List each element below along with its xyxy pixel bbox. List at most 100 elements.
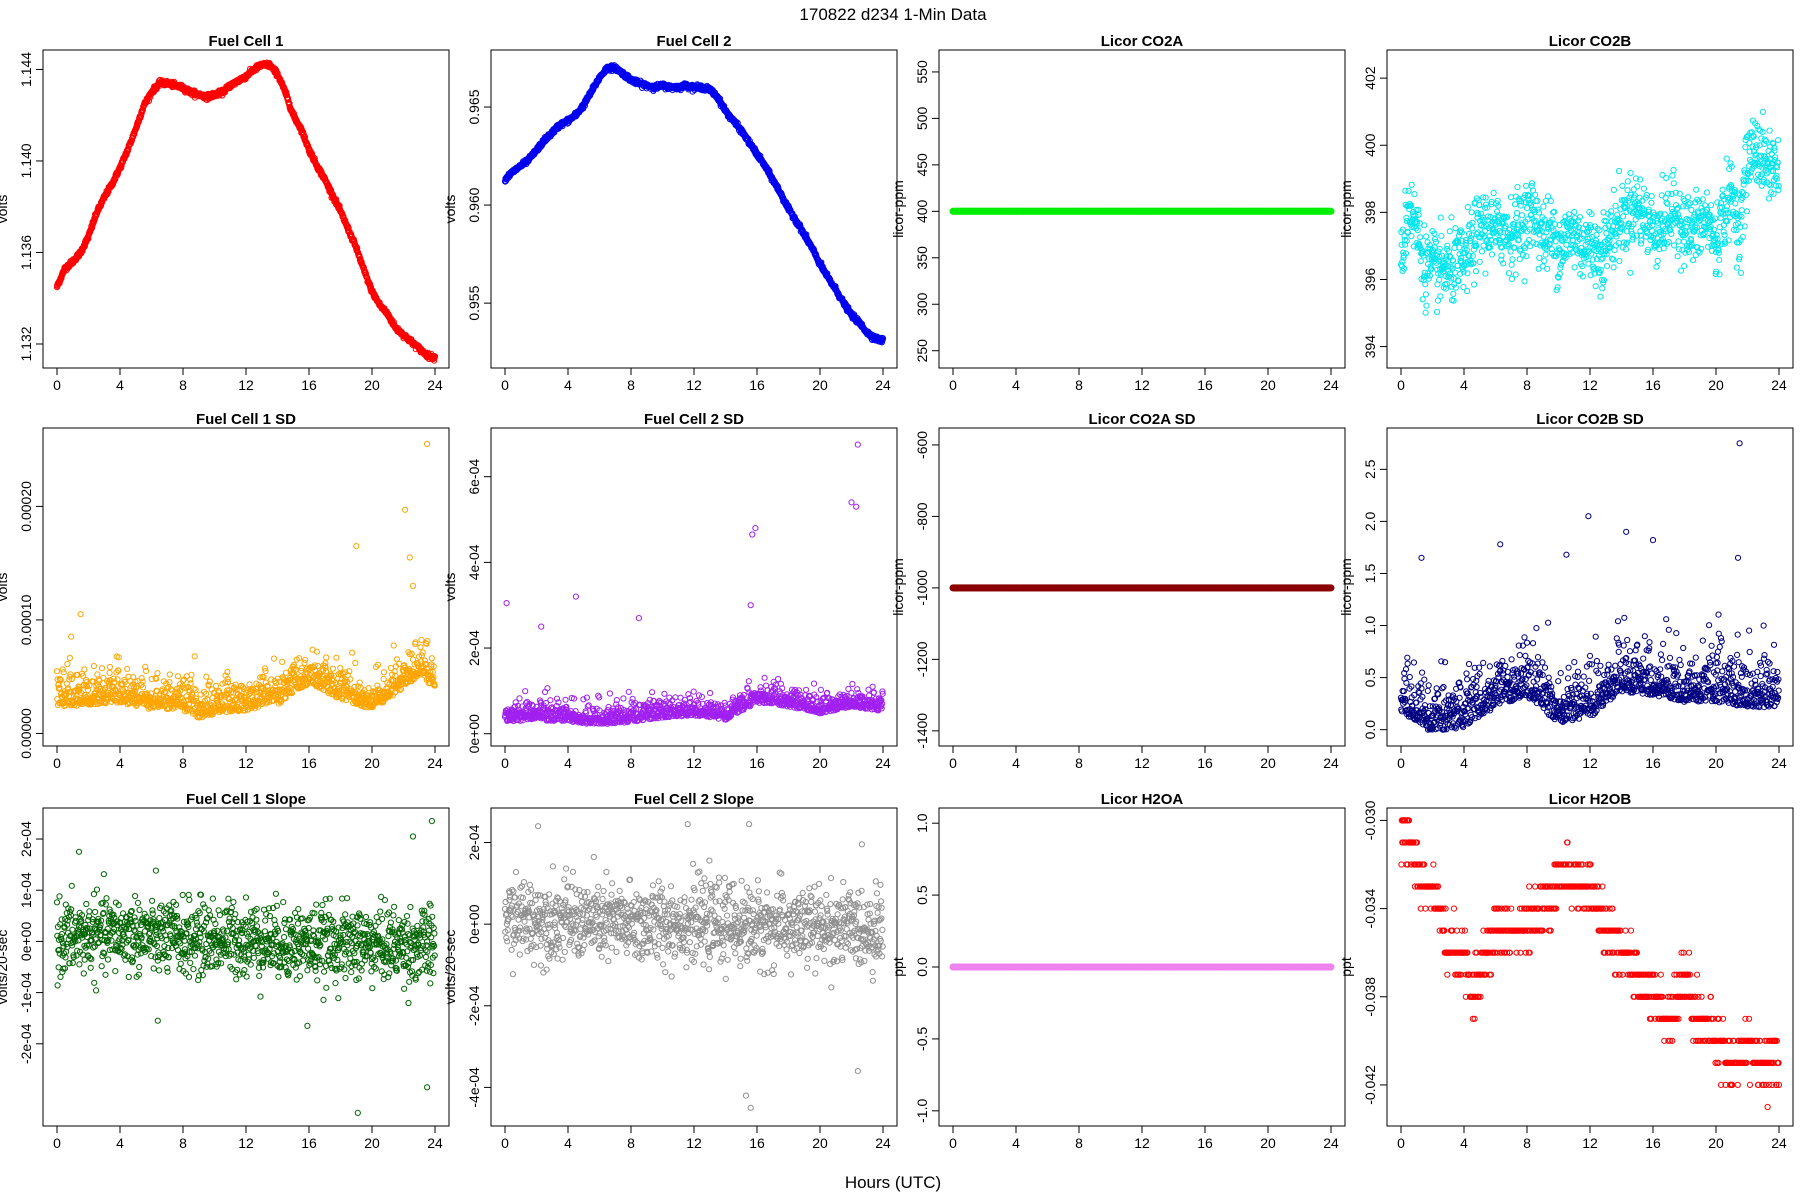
- data-point: [98, 665, 106, 672]
- x-tick-label: 12: [238, 755, 254, 771]
- x-tick-label: 16: [301, 377, 317, 393]
- data-point: [1601, 251, 1608, 258]
- data-point: [1428, 265, 1435, 272]
- data-point: [1672, 189, 1679, 196]
- data-point: [1553, 287, 1560, 294]
- data-point: [1680, 238, 1688, 245]
- data-point: [114, 676, 121, 683]
- data-point: [1587, 272, 1594, 279]
- data-point: [1685, 201, 1692, 208]
- data-point: [1615, 167, 1623, 175]
- y-tick-label: 450: [914, 153, 930, 177]
- data-point: [1464, 270, 1471, 277]
- data-point: [1747, 173, 1755, 180]
- y-tick-label: 0.00000: [18, 708, 34, 759]
- data-point: [1565, 211, 1573, 218]
- data-point: [1649, 222, 1656, 229]
- x-tick-label: 20: [1708, 377, 1724, 393]
- data-point: [1609, 255, 1616, 262]
- data-point: [300, 131, 307, 138]
- data-point: [1624, 187, 1631, 194]
- data-point: [56, 675, 63, 683]
- data-point: [1665, 190, 1672, 197]
- data-point: [1703, 189, 1711, 196]
- data-point: [1766, 127, 1773, 134]
- data-point: [1754, 122, 1761, 130]
- data-point: [1644, 230, 1651, 237]
- data-point: [1452, 225, 1459, 232]
- data-point: [1450, 297, 1457, 304]
- x-tick-label: 20: [364, 377, 380, 393]
- data-point: [1521, 224, 1528, 231]
- data-point: [1750, 133, 1757, 140]
- data-point: [1579, 273, 1586, 280]
- data-point: [1480, 194, 1487, 201]
- data-point: [1409, 224, 1416, 231]
- data-point: [1763, 138, 1770, 145]
- data-point: [1587, 224, 1595, 231]
- data-point: [1467, 235, 1475, 242]
- data-point: [1443, 280, 1450, 287]
- data-point: [1487, 244, 1494, 251]
- data-point: [1511, 244, 1518, 251]
- data-point: [1552, 238, 1559, 245]
- data-point: [1576, 214, 1584, 221]
- data-point: [1621, 196, 1628, 203]
- data-point: [1673, 214, 1680, 222]
- data-point: [1513, 209, 1521, 217]
- data-point: [1708, 247, 1716, 254]
- data-point: [1515, 236, 1522, 243]
- x-tick-label: 12: [1134, 377, 1150, 393]
- data-point: [1469, 219, 1476, 226]
- data-point: [1412, 213, 1419, 220]
- data-point: [1415, 211, 1422, 218]
- data-point: [1579, 263, 1586, 270]
- data-point: [94, 671, 101, 678]
- data-point: [1589, 256, 1596, 263]
- data-point: [1663, 240, 1671, 247]
- y-tick-label: 400: [914, 199, 930, 223]
- data-point: [1670, 180, 1677, 187]
- data-point: [1552, 253, 1560, 260]
- data-points-fc1: [53, 59, 439, 364]
- data-point: [1572, 222, 1579, 229]
- x-tick-label: 8: [1523, 377, 1531, 393]
- data-point: [1476, 258, 1483, 265]
- data-point: [69, 675, 76, 683]
- data-point: [1720, 228, 1727, 235]
- data-point: [1540, 233, 1547, 240]
- data-point: [1402, 250, 1410, 257]
- data-point: [80, 673, 87, 680]
- data-point: [1464, 204, 1471, 211]
- data-point: [1648, 199, 1655, 206]
- data-point: [1661, 211, 1668, 218]
- data-point: [1408, 232, 1415, 240]
- data-point: [72, 687, 79, 695]
- x-tick-label: 16: [749, 377, 765, 393]
- data-point: [1707, 202, 1715, 209]
- data-point: [1512, 271, 1519, 278]
- data-point: [1677, 267, 1685, 274]
- data-point: [1515, 237, 1522, 244]
- data-point: [1534, 197, 1541, 204]
- data-point: [1508, 275, 1516, 282]
- data-point: [1656, 246, 1663, 253]
- data-point: [1665, 239, 1672, 246]
- data-point: [1548, 246, 1556, 253]
- data-point: [1760, 178, 1767, 186]
- data-point: [1639, 197, 1646, 204]
- data-point: [1746, 140, 1753, 147]
- data-point: [1403, 214, 1410, 221]
- data-point: [1761, 136, 1768, 143]
- y-tick-label: 500: [914, 107, 930, 131]
- data-point: [1448, 214, 1455, 221]
- data-point: [1528, 180, 1536, 187]
- data-point: [1711, 241, 1718, 248]
- data-point: [1446, 228, 1453, 235]
- data-point: [1518, 212, 1526, 219]
- data-point: [1649, 218, 1656, 225]
- data-point: [1459, 265, 1466, 272]
- data-point: [1422, 281, 1429, 288]
